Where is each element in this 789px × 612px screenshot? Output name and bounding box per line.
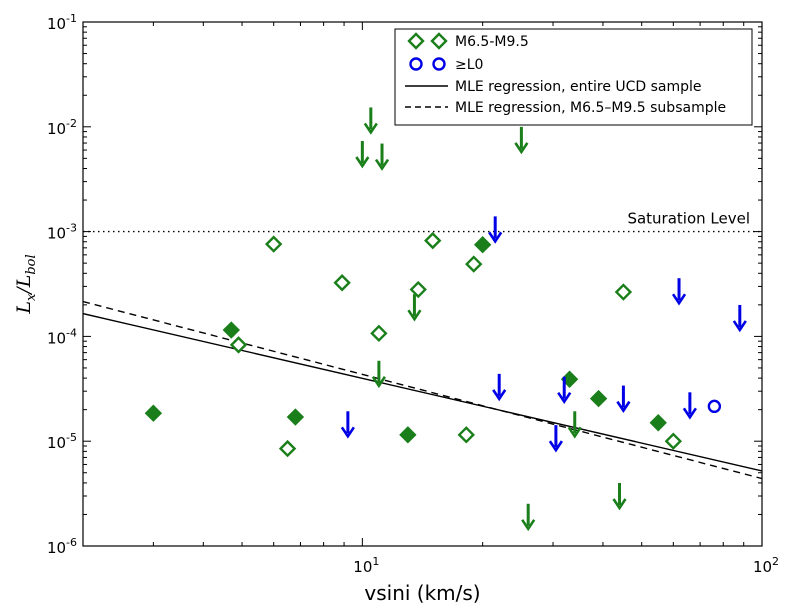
- l-dwarf-upper-limit-arrow: [671, 278, 687, 306]
- legend-label-m-dwarfs: M6.5-M9.5: [455, 34, 529, 50]
- m-dwarf-upper-limit-arrow: [374, 143, 390, 171]
- m-dwarf-open-diamond: [333, 274, 351, 292]
- ticks-layer: 101 102 10-6 10-5 10-4 10-3 10-2 10-1: [47, 12, 779, 576]
- m-dwarf-open-diamond: [465, 255, 483, 273]
- legend-diamond-icon: [407, 32, 425, 50]
- y-tick-label: 10-4: [47, 326, 77, 347]
- m-dwarf-filled-diamond: [649, 414, 667, 432]
- legend-circle-icon: [409, 57, 423, 71]
- legend-circle-icon: [432, 57, 446, 71]
- y-tick-label: 10-3: [47, 222, 77, 243]
- legend-label-l-dwarfs: ≥L0: [455, 57, 483, 73]
- l-dwarf-upper-limit-arrow: [492, 373, 507, 402]
- y-axis-label: Lx/Lbol: [13, 254, 39, 314]
- y-tick-label: 10-5: [47, 431, 77, 452]
- m-dwarf-upper-limit-arrow: [371, 360, 386, 389]
- m-dwarf-open-diamond: [424, 231, 442, 250]
- m-dwarf-open-diamond: [229, 336, 248, 354]
- m-dwarf-filled-diamond: [144, 404, 163, 422]
- m-dwarf-filled-diamond: [399, 426, 417, 444]
- legend-diamond-icon: [430, 32, 448, 50]
- x-axis-label: vsini (km/s): [364, 581, 480, 605]
- saturation-label: Saturation Level: [627, 210, 750, 228]
- m-dwarf-open-diamond: [457, 426, 475, 444]
- legend-label-mle-subsample: MLE regression, M6.5–M9.5 subsample: [455, 100, 726, 116]
- m-dwarf-open-diamond: [664, 432, 683, 450]
- y-tick-label: 10-6: [47, 536, 77, 557]
- l-dwarf-upper-limit-arrow: [732, 304, 747, 333]
- m-dwarf-upper-limit-arrow: [612, 482, 627, 511]
- m-dwarf-upper-limit-arrow: [355, 141, 370, 169]
- m-dwarf-upper-limit-arrow: [363, 107, 378, 135]
- m-dwarf-filled-diamond: [222, 321, 240, 339]
- legend-box: [394, 28, 753, 126]
- m-dwarf-filled-diamond: [286, 408, 305, 426]
- m-dwarf-open-diamond: [370, 324, 388, 343]
- ylabel-slash: /L: [13, 275, 35, 296]
- y-tick-label: 10-2: [47, 117, 77, 138]
- l-dwarf-upper-limit-arrow: [557, 376, 572, 405]
- m-dwarf-filled-diamond: [589, 389, 608, 408]
- ylabel-sub-bol: bol: [24, 254, 39, 274]
- m-dwarf-upper-limit-arrow: [407, 294, 422, 322]
- mle-entire-line: [83, 312, 762, 472]
- l-dwarf-upper-limit-arrow: [548, 425, 563, 453]
- l-dwarf-upper-limit-arrow: [616, 385, 631, 413]
- m-dwarf-upper-limit-arrow: [514, 126, 529, 155]
- x-tick-label: 102: [753, 555, 779, 576]
- l-dwarf-upper-limit-arrow: [488, 216, 503, 244]
- l-dwarf-upper-limit-arrow: [682, 392, 697, 420]
- l-dwarf-open-circle: [707, 399, 722, 414]
- legend: M6.5-M9.5 ≥L0 MLE regression, entire UCD…: [394, 28, 753, 126]
- m-dwarf-filled-diamond: [473, 235, 492, 254]
- ylabel-sub-x: x: [24, 293, 39, 301]
- m-dwarf-open-diamond: [614, 283, 633, 301]
- l-dwarf-upper-limit-arrow: [340, 411, 355, 439]
- x-tick-label: 101: [353, 555, 379, 576]
- y-tick-label: 10-1: [47, 12, 77, 33]
- plot-layer: [83, 107, 762, 532]
- m-dwarf-upper-limit-arrow: [521, 503, 536, 532]
- mle-subsample-line: [83, 300, 762, 480]
- m-dwarf-open-diamond: [264, 235, 283, 253]
- m-dwarf-open-diamond: [278, 439, 297, 458]
- legend-label-mle-entire: MLE regression, entire UCD sample: [455, 79, 702, 95]
- m-dwarf-open-diamond: [409, 280, 427, 299]
- m-dwarf-upper-limit-arrow: [567, 411, 582, 439]
- plot-frame: [82, 21, 763, 547]
- ylabel-main: L: [13, 301, 35, 315]
